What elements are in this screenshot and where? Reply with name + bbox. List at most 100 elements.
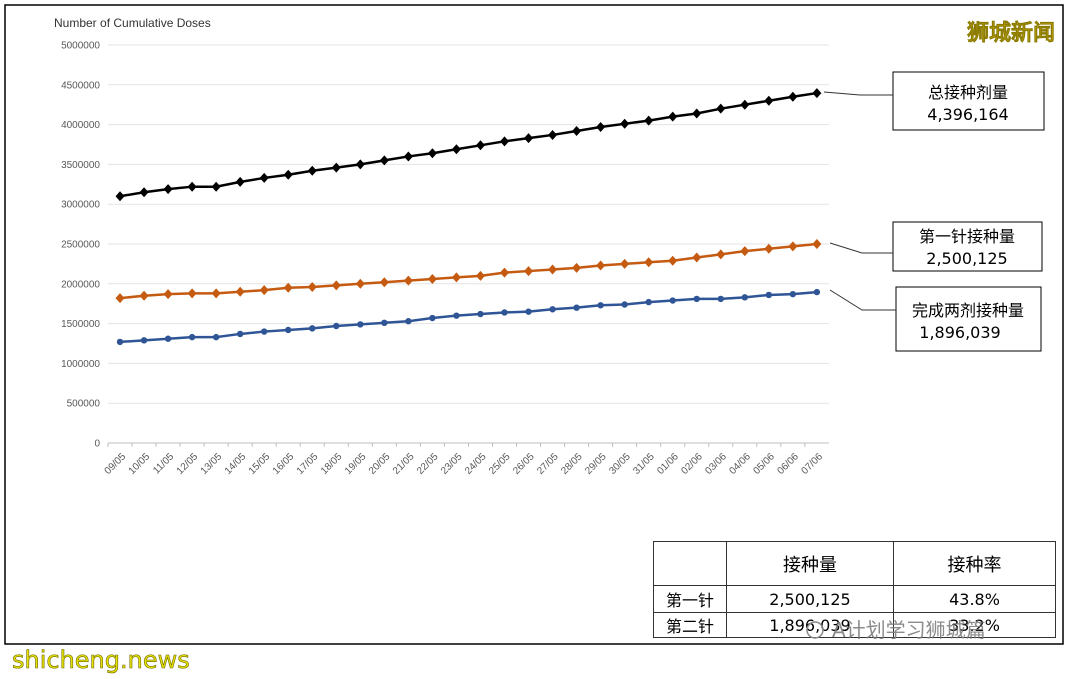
marker — [789, 290, 797, 298]
marker — [211, 181, 221, 192]
marker — [260, 328, 268, 335]
y-tick-label: 3500000 — [61, 160, 100, 171]
callout-name: 总接种剂量 — [928, 83, 1008, 102]
marker — [572, 262, 582, 273]
y-tick-label: 2500000 — [61, 240, 100, 251]
x-tick-label: 24/05 — [463, 451, 489, 477]
x-tick-label: 21/05 — [391, 451, 417, 477]
x-tick-label: 09/05 — [103, 451, 129, 477]
marker — [548, 264, 558, 275]
x-tick-label: 11/05 — [151, 451, 176, 476]
table-cell: 2,500,125 — [726, 585, 894, 613]
marker — [596, 260, 606, 271]
marker — [307, 165, 317, 176]
marker — [116, 338, 124, 346]
marker — [403, 151, 413, 162]
callout-name: 完成两剂接种量 — [912, 301, 1024, 320]
marker — [115, 191, 125, 202]
marker — [788, 241, 798, 252]
x-tick-label: 04/06 — [727, 451, 753, 477]
x-tick-label: 03/06 — [703, 451, 729, 477]
marker — [429, 314, 436, 322]
table-cell: 43.8% — [893, 585, 1056, 613]
marker — [475, 140, 485, 151]
marker — [140, 337, 148, 344]
watermark: 狮城新闻 — [967, 20, 1055, 46]
series-line — [119, 91, 818, 198]
table-cell: 第一针 — [653, 585, 727, 613]
marker — [333, 322, 340, 330]
marker — [668, 255, 678, 266]
marker — [453, 312, 460, 319]
marker — [235, 286, 245, 297]
marker — [381, 319, 388, 327]
marker — [307, 281, 317, 292]
marker — [501, 309, 508, 316]
x-tick-label: 23/05 — [439, 451, 465, 477]
marker — [139, 290, 149, 301]
marker — [548, 129, 558, 140]
y-tick-label: 2000000 — [61, 279, 100, 290]
x-tick-label: 28/05 — [559, 451, 585, 477]
marker — [740, 99, 750, 110]
x-tick-label: 17/05 — [295, 451, 321, 477]
x-tick-label: 31/05 — [631, 451, 657, 477]
leader-line — [823, 91, 893, 96]
summary-table: 接种量 接种率 第一针 2,500,125 43.8% 第二针 1,896,039 33.… — [653, 541, 1056, 638]
marker — [525, 308, 532, 315]
x-tick-label: 19/05 — [343, 451, 369, 477]
x-tick-label: 30/05 — [607, 451, 633, 477]
y-tick-label: 1500000 — [61, 319, 100, 330]
marker — [668, 111, 678, 122]
x-tick-label: 01/06 — [655, 451, 681, 477]
marker — [620, 118, 630, 129]
marker — [164, 335, 172, 342]
table-cell: 第二针 — [653, 612, 727, 638]
marker — [163, 289, 173, 300]
marker — [716, 249, 726, 260]
marker — [645, 298, 652, 306]
table-header: 接种率 — [893, 541, 1056, 586]
table-cell: 33.2% — [893, 612, 1056, 638]
x-tick-label: 15/05 — [247, 451, 273, 477]
marker — [379, 155, 389, 166]
callout-box — [892, 71, 1045, 131]
marker — [597, 302, 604, 309]
marker — [549, 306, 556, 313]
marker — [741, 294, 748, 301]
marker — [285, 326, 292, 334]
marker — [477, 310, 484, 318]
callout-value: 4,396,164 — [927, 105, 1008, 124]
table-cell: 1,896,039 — [726, 612, 894, 638]
marker — [596, 121, 606, 132]
marker — [357, 321, 364, 328]
x-tick-label: 22/05 — [415, 451, 441, 477]
leader-line — [829, 242, 893, 254]
marker — [236, 330, 244, 338]
marker — [163, 184, 173, 195]
marker — [692, 108, 702, 119]
y-tick-label: 1000000 — [61, 359, 100, 370]
marker — [572, 125, 582, 136]
marker — [621, 301, 628, 308]
marker — [764, 243, 774, 254]
x-tick-label: 14/05 — [223, 451, 249, 477]
marker — [693, 295, 700, 303]
frame — [4, 4, 1064, 645]
marker — [788, 91, 798, 102]
marker — [717, 295, 724, 303]
marker — [211, 288, 221, 299]
x-tick-label: 26/05 — [511, 451, 537, 477]
x-tick-label: 20/05 — [367, 451, 393, 477]
marker — [716, 103, 726, 114]
y-tick-label: 3000000 — [61, 200, 100, 211]
marker — [355, 278, 365, 289]
marker — [212, 333, 220, 341]
marker — [283, 282, 293, 293]
x-tick-label: 18/05 — [319, 451, 345, 477]
marker — [813, 288, 821, 296]
x-tick-label: 16/05 — [271, 451, 297, 477]
marker — [692, 252, 702, 263]
callout-name: 第一针接种量 — [919, 227, 1015, 246]
